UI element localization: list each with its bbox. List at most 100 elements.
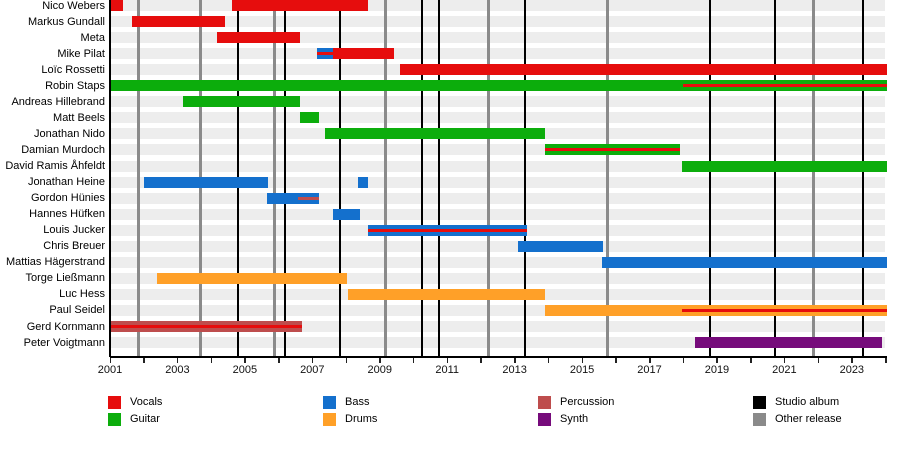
legend-item-studio_album: Studio album [753, 396, 893, 409]
member-name-label: Torge Ließmann [25, 272, 106, 285]
row-band [110, 32, 885, 44]
studio-album-line [438, 0, 441, 357]
axis-tick [143, 358, 145, 363]
legend-swatch-studio_album [753, 396, 766, 409]
axis-year-label: 2015 [569, 364, 595, 376]
member-name-label: Damian Murdoch [21, 143, 105, 156]
member-name-label: Louis Jucker [43, 224, 105, 237]
studio-album-line [338, 0, 341, 357]
row-band [110, 112, 885, 124]
member-name-label: Jonathan Nido [34, 127, 105, 140]
axis-tick [581, 358, 584, 363]
axis-tick [311, 358, 314, 363]
legend-swatch-guitar [108, 413, 121, 426]
axis-year-label: 2021 [772, 364, 797, 376]
member-name-label: Gordon Hünies [31, 192, 105, 205]
other-release-line [486, 0, 490, 357]
x-axis-line [110, 356, 887, 358]
legend-swatch-synth [538, 413, 551, 426]
axis-tick [547, 358, 550, 363]
other-release-line [811, 0, 815, 357]
other-release-line [273, 0, 277, 357]
other-release-line [605, 0, 609, 357]
axis-tick [750, 358, 752, 363]
legend-label: Synth [560, 413, 589, 425]
member-bar-bass [332, 208, 360, 220]
member-name-label: Meta [80, 31, 105, 44]
member-name-label: Gerd Kornmann [26, 320, 105, 333]
member-bar-bass [267, 192, 320, 204]
member-stripe-vocals [317, 52, 333, 56]
axis-tick [885, 358, 887, 363]
member-bar-vocals [131, 16, 225, 28]
axis-tick [412, 358, 415, 363]
legend-label: Vocals [130, 396, 163, 408]
legend-item-synth: Synth [538, 413, 678, 426]
member-stripe-vocals [367, 228, 528, 232]
member-bar-synth [695, 337, 883, 349]
member-bar-drums [348, 288, 545, 300]
member-name-label: Markus Gundall [27, 15, 105, 28]
other-release-line [384, 0, 388, 357]
legend-swatch-drums [323, 413, 336, 426]
member-name-label: Andreas Hillebrand [11, 95, 105, 108]
row-band [110, 337, 885, 349]
axis-year-label: 2023 [839, 364, 865, 376]
axis-tick [446, 358, 449, 363]
axis-year-label: 2001 [97, 364, 123, 376]
axis-year-label: 2007 [300, 364, 325, 376]
legend-label: Percussion [560, 396, 615, 408]
axis-year-label: 2017 [637, 364, 662, 376]
legend-item-percussion: Percussion [538, 396, 678, 409]
legend-item-guitar: Guitar [108, 413, 248, 426]
legend-label: Other release [775, 413, 842, 425]
legend-label: Drums [345, 413, 378, 425]
member-bar-vocals [110, 0, 124, 11]
member-bar-guitar [299, 112, 320, 124]
member-name-label: Loïc Rossetti [41, 63, 105, 76]
legend-item-drums: Drums [323, 413, 463, 426]
row-band [110, 176, 885, 188]
member-name-label: Chris Breuer [43, 240, 105, 253]
member-bar-vocals [332, 48, 394, 60]
axis-tick [210, 358, 213, 363]
member-name-label: Jonathan Heine [27, 176, 105, 189]
legend-label: Studio album [775, 396, 840, 408]
legend-item-other_release: Other release [753, 413, 893, 426]
plot-left-border [109, 0, 111, 357]
row-band [110, 192, 885, 204]
member-bar-guitar [325, 128, 545, 140]
studio-album-line [773, 0, 776, 357]
axis-year-label: 2013 [502, 364, 527, 376]
member-stripe-vocals [683, 84, 887, 88]
member-name-label: Peter Voigtmann [23, 336, 105, 349]
member-name-label: Luc Hess [59, 288, 105, 301]
row-band [110, 321, 885, 332]
legend-label: Bass [345, 396, 370, 408]
member-name-label: Matt Beels [53, 111, 105, 124]
row-band [110, 240, 885, 252]
member-bar-bass [143, 176, 269, 188]
legend-swatch-bass [323, 396, 336, 409]
member-name-label: Hannes Hüfken [29, 208, 105, 221]
member-stripe-vocals [681, 308, 887, 312]
axis-year-label: 2009 [367, 364, 392, 376]
row-band [110, 16, 885, 28]
member-name-label: Paul Seidel [49, 304, 105, 317]
row-band [110, 304, 885, 316]
member-stripe-percussion [297, 196, 320, 200]
axis-tick [345, 358, 348, 363]
legend-label: Guitar [130, 413, 160, 425]
axis-tick [278, 358, 280, 363]
member-bar-guitar [110, 80, 887, 92]
member-bar-bass [357, 176, 368, 188]
member-bar-bass [518, 240, 603, 252]
row-band [110, 160, 885, 172]
member-bar-vocals [399, 64, 887, 76]
studio-album-line [420, 0, 423, 357]
axis-tick [109, 358, 111, 363]
member-name-label: Mattias Hägerstrand [5, 256, 105, 269]
legend-item-vocals: Vocals [108, 396, 248, 409]
member-name-label: Nico Webers [42, 0, 105, 12]
